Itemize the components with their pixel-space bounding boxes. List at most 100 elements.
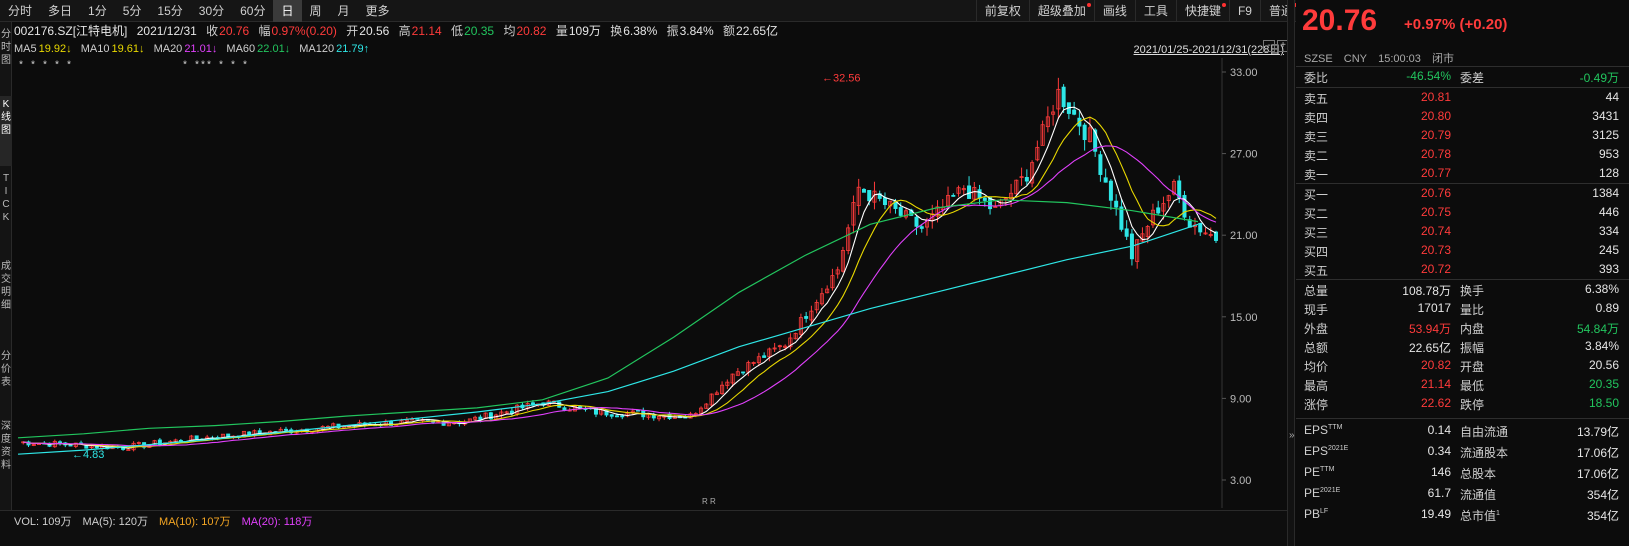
period-tab[interactable]: 更多 [365,3,390,18]
candle-body [851,202,856,226]
candle-body [783,345,788,348]
candle-body [1098,154,1103,175]
candle-body [504,411,509,414]
candle-body [1035,146,1040,161]
bid-row: 买四 20.73 245 [1296,241,1629,260]
candle-body [1145,226,1150,238]
date-range-link[interactable]: 2021/01/25-2021/12/31(228日) [1133,44,1284,56]
ask-label: 卖五 [1304,92,1329,106]
market-status: 闭市 [1431,53,1454,65]
candle-body [793,333,798,340]
candle-body [967,185,972,199]
ask-price: 20.79 [1420,128,1451,142]
divider [1296,183,1629,184]
toolbar-menu-item[interactable]: 前复权 [975,0,1029,22]
candle-body [704,403,709,409]
wc-value: -0.49万 [1579,71,1619,85]
candle-body [1119,206,1124,230]
stat-value: 20.82 [1420,358,1451,372]
stat-label: 最高 [1304,379,1329,393]
volume-value: VOL: 109万 [14,516,72,528]
candle-body [961,188,966,191]
toolbar-menu-item[interactable]: 工具 [1134,0,1176,22]
candle-body [846,227,851,251]
period-tab[interactable]: 周 [309,3,322,18]
stat-value: 6.38% [1584,282,1619,296]
candle-body [31,444,36,446]
candle-body [882,197,887,206]
candle-body [756,356,761,364]
fin-label: 流通值 [1460,488,1497,502]
high-value: 21.14 [411,24,442,38]
toolbar-menu-item[interactable]: 超级叠加 [1028,0,1094,22]
fin-label: EPS2021E [1304,444,1349,458]
vertical-tab[interactable]: 分时图 [1,29,11,66]
stat-row: 总额 22.65亿 振幅 3.84% [1296,337,1629,356]
stat-row: 外盘 53.94万 内盘 54.84万 [1296,318,1629,337]
period-tab[interactable]: 日 [273,0,302,22]
ma-legend: MA5 19.92↓ MA10 19.61↓ MA20 21.01↓ MA60 22.0… [14,40,375,58]
candle-body [977,189,982,199]
ask-label: 卖三 [1304,130,1329,144]
exchange: SZSE [1304,53,1333,65]
vertical-tab[interactable]: 成交明细 [1,261,11,311]
candle-body [630,410,635,413]
bid-price: 20.74 [1420,224,1451,238]
candle-body [840,250,845,272]
toolbar-menu-item[interactable]: 画线 [1093,0,1135,22]
fin-label: 总股本 [1460,467,1497,481]
candle-body [788,337,793,348]
stat-row: 涨停 22.62 跌停 18.50 [1296,394,1629,413]
ask-price: 20.78 [1420,147,1451,161]
zoom-out-button[interactable]: - [1263,40,1275,52]
period-tab[interactable]: 月 [337,3,350,18]
kline-chart[interactable]: 33.00 27.00 21.00 15.00 9.00 3.00 ←32.56 ←4.83 R… [12,58,1287,508]
bid-price: 20.72 [1420,262,1451,276]
period-tab[interactable]: 60分 [240,3,266,18]
ask-volume: 3125 [1592,128,1619,142]
close-value: 20.76 [219,24,250,38]
panel-splitter[interactable]: » [1287,0,1295,546]
period-tab[interactable]: 30分 [198,3,225,18]
candle-body [1203,232,1208,235]
period-tab[interactable]: 分时 [8,3,33,18]
ma10-label: MA10 [80,43,110,55]
ask-price: 20.81 [1420,90,1451,104]
ask-volume: 128 [1598,166,1619,180]
open-value: 20.56 [359,24,390,38]
amp-value: 0.97%(0.20) [271,24,337,38]
candle-body [1030,162,1035,184]
stat-label: 最低 [1460,379,1485,393]
low-marker: ←4.83 [72,449,104,461]
candle-body [835,269,840,275]
vol-ma20: MA(20): 118万 [241,516,313,528]
period-tab[interactable]: 15分 [157,3,183,18]
candle-body [1135,239,1140,262]
fin-value: 0.34 [1427,444,1451,458]
candle-body [226,433,231,437]
vertical-tab[interactable]: 深度资料 [1,421,11,471]
candle-body [1214,231,1219,241]
candle-body [1051,111,1056,115]
toolbar-menu-item[interactable]: F9 [1228,0,1260,22]
quote-line: 002176.SZ[江特电机] 2021/12/31 收20.76 幅0.97%… [14,22,784,40]
period-tab[interactable]: 1分 [88,3,107,18]
chart-background [12,58,1287,508]
toolbar-menu-item[interactable]: 快捷键 [1175,0,1229,22]
expand-arrow-icon[interactable]: » [1289,430,1295,441]
amount-label: 额 [723,24,736,38]
period-tab[interactable]: 多日 [48,3,73,18]
bid-row: 买三 20.74 334 [1296,222,1629,241]
bid-volume: 334 [1598,224,1619,238]
ask-price: 20.77 [1420,166,1451,180]
notify-dot-icon [1086,3,1091,7]
period-tab[interactable]: 5分 [122,3,142,18]
ma60-label: MA60 [226,43,256,55]
high-label: 高 [398,24,411,38]
vertical-tab[interactable]: 分价表 [1,351,11,388]
toolbar-menu-item[interactable]: 普通 [1259,0,1301,22]
fin-value: 0.14 [1427,423,1451,437]
